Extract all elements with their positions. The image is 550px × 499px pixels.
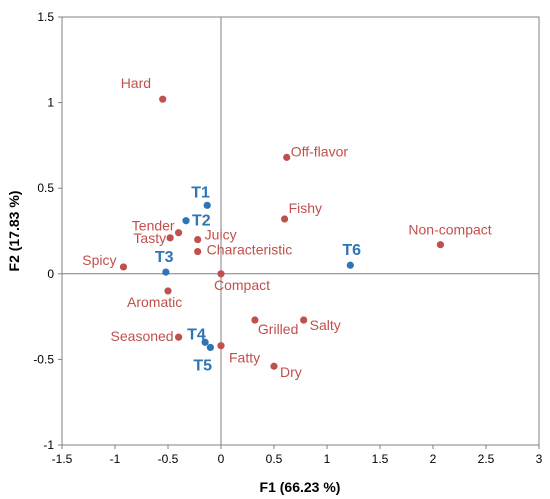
x-tick-label: 0.5 [266, 452, 283, 466]
label-seasoned: Seasoned [111, 328, 174, 344]
label-off-flavor: Off-flavor [291, 143, 349, 159]
point-off-flavor [283, 153, 291, 161]
point-t1 [203, 201, 211, 209]
x-tick-label: 3 [536, 452, 543, 466]
y-tick-label: 1.5 [37, 10, 54, 24]
label-t3: T3 [155, 249, 174, 266]
label-characteristic: Characteristic [207, 242, 293, 258]
y-tick-label: 0.5 [37, 181, 54, 195]
point-grilled [251, 316, 259, 324]
x-tick-label: 2 [430, 452, 437, 466]
y-axis-title: F2 (17.83 %) [6, 191, 22, 272]
point-seasoned [175, 333, 183, 341]
point-t5 [206, 343, 214, 352]
point-fishy [281, 215, 289, 223]
label-aromatic: Aromatic [127, 294, 182, 310]
x-tick-label: -1.5 [52, 452, 73, 466]
label-t5: T5 [193, 357, 212, 374]
label-non-compact: Non-compact [408, 222, 491, 238]
x-tick-label: 0 [218, 452, 225, 466]
point-tender [175, 229, 183, 237]
y-tick-label: 0 [47, 267, 54, 281]
x-tick-label: 1.5 [372, 452, 389, 466]
point-t3 [162, 268, 170, 276]
x-axis-title: F1 (66.23 %) [260, 479, 341, 495]
x-tick-label: 2.5 [478, 452, 495, 466]
point-compact [217, 270, 225, 278]
point-characteristic [194, 247, 202, 256]
x-tick-label: -1 [110, 452, 121, 466]
data-points [119, 95, 445, 370]
point-dry [270, 362, 278, 370]
label-t6: T6 [342, 242, 361, 259]
plot-frame [61, 16, 540, 446]
point-t4 [201, 338, 209, 346]
label-t2: T2 [192, 213, 211, 230]
label-t4: T4 [187, 326, 206, 343]
label-tasty: Tasty [133, 230, 166, 246]
label-salty: Salty [310, 317, 341, 333]
x-tick-label: -0.5 [158, 452, 179, 466]
label-hard: Hard [121, 75, 151, 91]
point-juicy [194, 235, 202, 244]
point-spicy [119, 263, 128, 271]
y-tick-label: -0.5 [33, 352, 54, 366]
label-fishy: Fishy [289, 200, 322, 216]
label-spicy: Spicy [82, 252, 116, 268]
point-tasty [166, 234, 174, 242]
label-grilled: Grilled [258, 321, 298, 337]
y-tick-label: 1 [47, 96, 54, 110]
point-non-compact [436, 241, 445, 249]
label-juicy: Juicy [205, 227, 237, 243]
y-tick-label: -1 [43, 438, 54, 452]
label-fatty: Fatty [229, 350, 260, 366]
label-compact: Compact [214, 277, 270, 293]
point-hard [159, 95, 167, 103]
label-dry: Dry [280, 364, 302, 380]
point-fatty [217, 342, 225, 350]
x-tick-label: 1 [324, 452, 331, 466]
label-tender: Tender [132, 218, 175, 234]
label-t1: T1 [191, 184, 210, 201]
point-aromatic [164, 287, 172, 295]
point-salty [300, 316, 308, 324]
y-axis-ticks: -1 -0.5 0 0.5 1 1.5 [33, 10, 62, 452]
point-labels: Hard Off-flavor Fishy Non-compact TenderTast… [82, 75, 492, 380]
point-t6 [346, 261, 354, 269]
x-axis-ticks: -1.5 -1 -0.5 0 0.5 1 1.5 2 2.5 3 [52, 445, 543, 466]
point-t2 [182, 217, 190, 225]
